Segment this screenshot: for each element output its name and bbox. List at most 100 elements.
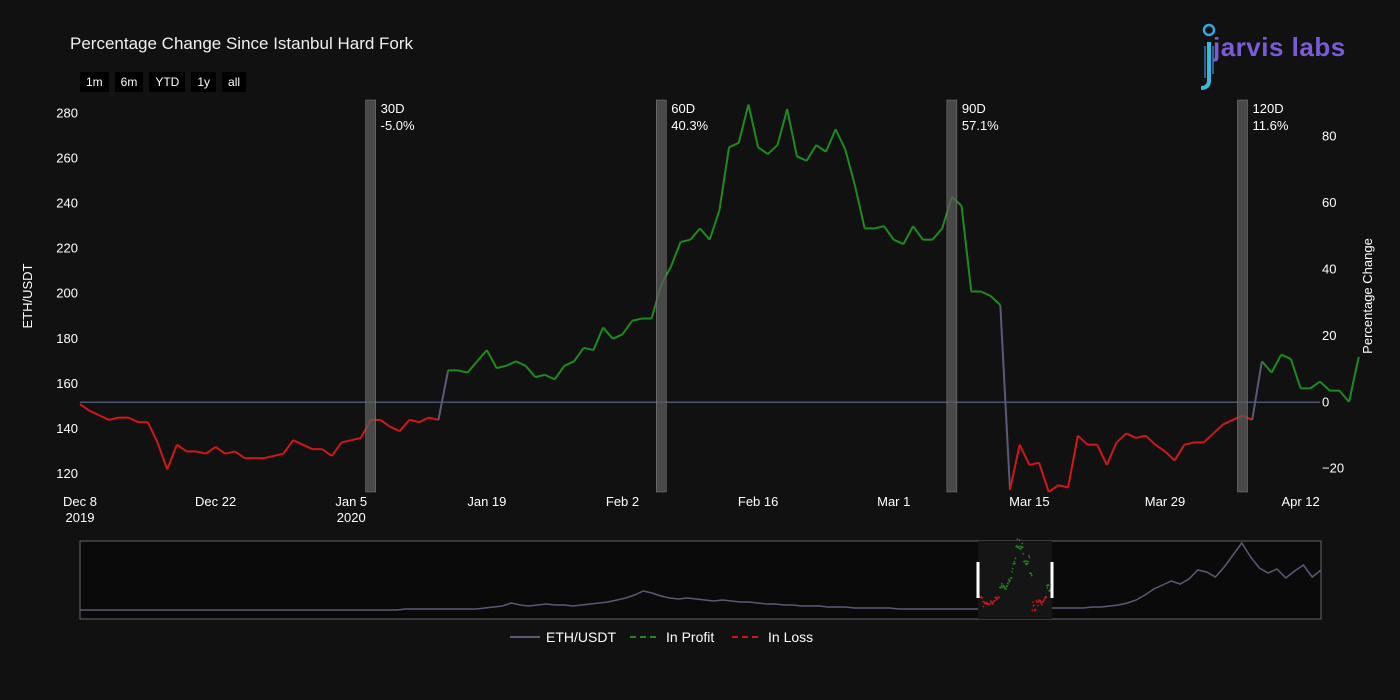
price-segment <box>1067 435 1079 488</box>
navigator-price-line <box>80 541 1322 611</box>
price-segment <box>1096 444 1108 466</box>
logo-text: jarvis labs <box>1213 32 1346 62</box>
price-segment <box>1048 484 1060 493</box>
price-segment <box>1154 443 1166 453</box>
price-segment <box>108 416 119 421</box>
price-segment <box>234 450 246 460</box>
price-segment <box>1029 461 1040 466</box>
price-segment <box>89 409 100 417</box>
x-tick-label: Mar 29 <box>1145 494 1185 509</box>
price-segment <box>592 327 605 351</box>
price-segment <box>553 365 566 380</box>
price-segment <box>621 320 634 335</box>
price-segment <box>437 370 450 421</box>
price-segment <box>515 360 527 367</box>
milestone-label: 60D <box>671 101 695 116</box>
price-segment <box>912 225 924 241</box>
price-segment <box>902 225 915 245</box>
milestone-band-30D <box>365 99 376 493</box>
price-segment <box>1058 484 1069 489</box>
price-segment <box>834 128 847 150</box>
milestone-band-90D <box>946 99 958 493</box>
y-tick-label: 220 <box>56 241 78 256</box>
y2-tick-label: 0 <box>1322 394 1329 409</box>
price-segment <box>670 241 682 268</box>
x-tick-label: Dec 8 <box>63 494 97 509</box>
navigator-handle-left[interactable] <box>976 562 980 598</box>
price-segment <box>1289 358 1302 389</box>
price-segment <box>166 444 178 470</box>
price-segment <box>146 421 159 443</box>
price-segment <box>786 108 798 157</box>
y-axis-title: ETH/USDT <box>20 263 35 328</box>
price-segment <box>263 454 274 460</box>
y-tick-label: 120 <box>56 466 78 481</box>
milestone-pct: 40.3% <box>671 118 708 133</box>
range-button-1m[interactable]: 1m <box>80 72 109 92</box>
price-segment <box>989 295 1001 306</box>
price-segment <box>874 225 885 230</box>
price-segment <box>563 360 575 367</box>
price-segment <box>215 446 226 455</box>
x-tick-label: Jan 19 <box>467 494 506 509</box>
price-segment <box>351 436 362 442</box>
price-segment <box>767 144 779 155</box>
price-segment <box>1212 423 1224 435</box>
price-segment <box>457 369 468 374</box>
price-segment <box>699 227 711 241</box>
price-segment <box>728 141 740 149</box>
jarvis-labs-logo: jarvis labs <box>1195 22 1365 92</box>
price-segment <box>302 443 313 451</box>
y-tick-label: 260 <box>56 151 78 166</box>
legend-label: ETH/USDT <box>546 629 616 645</box>
price-segment <box>718 147 731 211</box>
navigator-handle-right[interactable] <box>1050 562 1054 598</box>
price-segment <box>757 146 769 155</box>
price-segment <box>583 346 594 352</box>
price-segment <box>1184 441 1195 446</box>
price-segment <box>1280 353 1292 360</box>
price-segment <box>776 108 789 146</box>
navigator-selection <box>978 541 1052 619</box>
range-button-all[interactable]: all <box>222 72 247 92</box>
price-segment <box>205 446 217 455</box>
y-tick-label: 180 <box>56 331 78 346</box>
price-segment <box>796 155 807 162</box>
price-segment <box>1309 380 1321 390</box>
y2-tick-label: 60 <box>1322 195 1336 210</box>
price-segment <box>1251 361 1263 421</box>
y2-tick-label: 80 <box>1322 129 1336 144</box>
price-segment <box>1009 444 1021 490</box>
x-tick-label: Mar 15 <box>1009 494 1049 509</box>
price-segment <box>535 373 546 379</box>
price-segment <box>128 416 139 424</box>
y-tick-label: 140 <box>56 421 78 436</box>
price-segment <box>428 416 439 421</box>
price-segment <box>825 128 837 153</box>
price-segment <box>524 365 537 378</box>
price-segment <box>196 450 207 455</box>
range-button-ytd[interactable]: YTD <box>149 72 186 92</box>
price-segment <box>341 439 352 444</box>
range-button-6m[interactable]: 6m <box>114 72 144 92</box>
price-segment <box>321 448 333 457</box>
price-segment <box>612 333 623 340</box>
milestone-label: 120D <box>1253 101 1284 116</box>
price-segment <box>544 373 556 381</box>
price-segment <box>379 419 391 428</box>
x-tick-label: Apr 12 <box>1281 494 1319 509</box>
x-tick-label: Feb 16 <box>738 494 778 509</box>
price-segment <box>1348 356 1360 403</box>
milestone-pct: 11.6% <box>1253 118 1289 133</box>
range-button-1y[interactable]: 1y <box>191 72 217 92</box>
range-selector: 1m 6m YTD 1y all <box>80 72 247 92</box>
milestone-band-60D <box>656 99 667 493</box>
x-tick-label: Jan 5 <box>335 494 367 509</box>
x-tick-label: Dec 22 <box>195 494 236 509</box>
x-tick-year: 2020 <box>337 510 366 525</box>
milestone-label: 30D <box>381 101 405 116</box>
price-segment <box>1261 360 1273 374</box>
price-segment <box>1173 444 1186 461</box>
milestone-pct: 57.1% <box>962 118 999 133</box>
